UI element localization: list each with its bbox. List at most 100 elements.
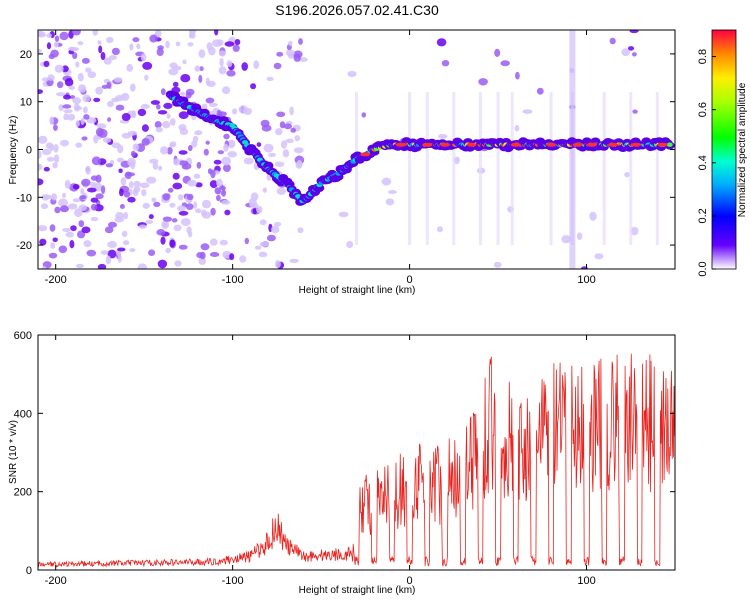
noise-blob (85, 67, 92, 73)
noise-blob (214, 30, 219, 36)
noise-blob (72, 184, 80, 190)
noise-blob (38, 32, 47, 38)
noise-blob (49, 224, 56, 232)
noise-blob (185, 203, 194, 211)
noise-blob (52, 237, 58, 243)
noise-blob (258, 251, 268, 258)
ridge-peak (572, 142, 583, 147)
noise-blob (121, 113, 131, 121)
noise-blob (97, 263, 107, 269)
y-tick-label: 400 (14, 408, 32, 420)
ridge-peak (546, 142, 557, 147)
noise-blob (273, 222, 282, 227)
noise-blob (72, 198, 81, 203)
streak (496, 92, 500, 246)
noise-blob (210, 169, 216, 179)
ridge-point (666, 142, 673, 147)
noise-blob (45, 142, 54, 149)
noise-blob (82, 94, 91, 103)
noise-blob (289, 106, 294, 116)
noise-blob (514, 125, 520, 132)
noise-blob (629, 30, 639, 34)
noise-blob (226, 60, 233, 68)
noise-blob (172, 172, 180, 180)
noise-blob (198, 74, 203, 83)
noise-blob (121, 230, 128, 238)
noise-blob (124, 171, 132, 180)
noise-blob (117, 247, 126, 252)
noise-blob (210, 207, 216, 216)
noise-blob (347, 70, 357, 78)
noise-blob (153, 201, 161, 207)
noise-blob (111, 97, 120, 103)
noise-blob (38, 178, 44, 186)
noise-blob (148, 214, 154, 220)
noise-blob (224, 209, 231, 216)
noise-blob (38, 48, 42, 54)
noise-blob (70, 225, 77, 232)
noise-blob (160, 236, 166, 245)
noise-blob (205, 97, 215, 104)
noise-blob (100, 250, 109, 255)
noise-blob (192, 135, 199, 143)
noise-blob (561, 235, 571, 244)
noise-blob (144, 74, 149, 81)
noise-blob (71, 30, 81, 36)
noise-blob (80, 118, 85, 125)
noise-blob (213, 159, 222, 165)
noise-blob (81, 57, 90, 64)
noise-blob (293, 147, 304, 154)
noise-blob (123, 240, 130, 246)
colorbar-gradient (712, 30, 736, 269)
noise-blob (227, 151, 238, 158)
colorbar-label: Normalized spectral amplitude (737, 82, 748, 217)
noise-blob (141, 124, 149, 132)
noise-blob (266, 234, 276, 242)
noise-blob (195, 208, 202, 214)
noise-blob (46, 42, 52, 50)
noise-blob (81, 226, 91, 234)
noise-blob (173, 158, 181, 166)
noise-blob (205, 140, 210, 145)
noise-blob (271, 225, 280, 234)
spectrogram-ridge (165, 90, 675, 206)
noise-blob (194, 130, 203, 136)
noise-blob (243, 107, 253, 116)
noise-blob (218, 50, 226, 57)
noise-blob (43, 195, 54, 200)
noise-blob (59, 31, 69, 41)
noise-blob (142, 61, 153, 70)
noise-blob (180, 74, 191, 83)
noise-blob (157, 259, 168, 269)
noise-blob (155, 126, 163, 133)
spectrogram-x-axis-label: Height of straight line (km) (299, 285, 416, 296)
noise-blob (64, 78, 74, 87)
noise-blob (52, 162, 58, 169)
noise-blob (171, 218, 178, 223)
noise-blob (62, 104, 72, 109)
noise-blob (290, 127, 297, 133)
noise-blob (223, 143, 229, 152)
noise-blob (53, 124, 58, 131)
noise-blob (280, 140, 288, 149)
noise-blob (102, 137, 112, 143)
noise-blob (478, 78, 488, 86)
noise-blob (273, 62, 282, 70)
snr-frame (37, 334, 676, 571)
noise-blob (50, 242, 56, 249)
noise-blob (252, 208, 257, 215)
x-tick-label: 0 (407, 575, 413, 587)
noise-blob (293, 53, 301, 62)
ridge-peak (657, 142, 668, 147)
streak (408, 92, 412, 246)
snr-panel: -200 -100 0 100 0 200 400 600 Height of straigh… (8, 330, 676, 596)
noise-blob (121, 92, 130, 101)
noise-blob (116, 157, 124, 163)
spectrogram-y-axis-label: Frequency (Hz) (8, 116, 19, 185)
noise-blob (150, 100, 160, 105)
noise-blob (162, 120, 171, 129)
noise-blob (276, 187, 286, 195)
noise-blob (624, 172, 630, 178)
noise-blob (196, 161, 202, 169)
noise-blob (98, 45, 103, 54)
